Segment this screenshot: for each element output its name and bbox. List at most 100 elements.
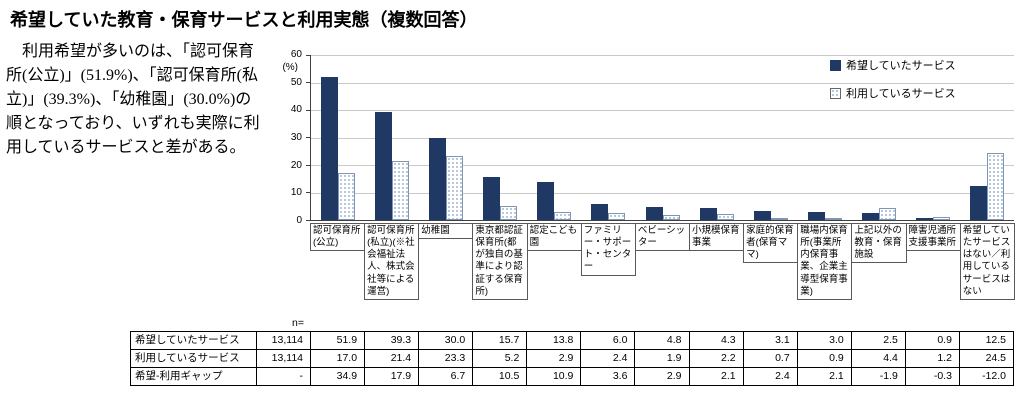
table-cell: 1.2 (905, 350, 960, 368)
gridline (311, 55, 1014, 56)
chart-title: 希望していた教育・保育サービスと利用実態（複数回答） (10, 10, 478, 30)
table-cell: 2.5 (851, 332, 906, 350)
legend-swatch-using (830, 87, 841, 99)
y-tick-label: 0 (296, 215, 302, 226)
bar-using (986, 152, 1004, 220)
table-cell: -0.3 (905, 368, 960, 386)
table-cell: -12.0 (959, 368, 1014, 386)
y-tick-mark (306, 137, 311, 138)
bar-desired (861, 213, 879, 220)
table-cell: 51.9 (311, 332, 366, 350)
table-cell: 3.6 (581, 368, 636, 386)
category-label: 上記以外の教育・保育施設 (851, 223, 907, 264)
category-labels: 認可保育所(公立) 認可保育所(私立)(※社会福祉法人、株式会社等による運営) 幼稚… (310, 223, 1015, 300)
bar-group (852, 55, 906, 220)
bar-group (527, 55, 581, 220)
table-n-value: - (257, 368, 311, 386)
table-cell: 2.9 (527, 350, 582, 368)
table-cell: 17.9 (365, 368, 420, 386)
table-cell: 4.3 (689, 332, 744, 350)
bar-using (338, 173, 356, 220)
table-cell: 3.0 (797, 332, 852, 350)
category-label: 幼稚園 (418, 223, 474, 240)
table-cell: 10.5 (473, 368, 528, 386)
bar-group (311, 55, 365, 220)
bar-group (690, 55, 744, 220)
table-cell: 0.9 (797, 350, 852, 368)
legend-label: 希望していたサービス (846, 60, 956, 72)
bar-using (554, 212, 572, 220)
category-label: ベビーシッター (634, 223, 690, 252)
bar-using (392, 161, 410, 220)
bar-using (824, 217, 842, 220)
bar-desired (483, 176, 501, 220)
legend: 希望していたサービス 利用しているサービス (830, 57, 956, 101)
summary-text: 利用希望が多いのは、「認可保育所(公立)」(51.9%)、「認可保育所(私立)」… (6, 43, 260, 156)
table-cell: 17.0 (311, 350, 366, 368)
table-row-label: 希望していたサービス (131, 332, 257, 350)
y-tick-mark (306, 192, 311, 194)
gridline (311, 137, 1014, 139)
y-tick-mark (306, 82, 311, 83)
bar-using (878, 207, 896, 220)
y-tick-label: 50 (290, 76, 302, 88)
y-axis-labels: 0 10 20 30 40 50 60 (278, 49, 306, 226)
y-axis-unit: (%) (282, 62, 298, 73)
table-cell: 0.7 (743, 350, 798, 368)
table-cell: -1.9 (851, 368, 906, 386)
category-label: 認可保育所(公立) (310, 223, 366, 252)
gridline (311, 82, 1014, 84)
bar-desired (537, 182, 555, 220)
bar-using (770, 218, 788, 220)
table-cell: 2.2 (689, 350, 744, 368)
bar-desired (807, 211, 825, 220)
table-row-label: 希望-利用ギャップ (131, 368, 257, 386)
bar-group (635, 55, 689, 220)
table-cell: 4.8 (635, 332, 690, 350)
table-cell: 10.9 (527, 368, 582, 386)
bar-group (419, 55, 473, 220)
bar-desired (591, 203, 609, 220)
category-label: 希望していたサービスはない／利用しているサービスはない (959, 223, 1015, 300)
gridline (311, 165, 1014, 167)
bar-desired (645, 206, 663, 220)
y-tick-label: 10 (290, 187, 302, 199)
bar-using (932, 216, 950, 220)
bar-desired (699, 208, 717, 220)
n-label: n= (292, 317, 304, 329)
bar-desired (915, 217, 933, 220)
table-cell: 4.4 (851, 350, 906, 368)
table-cell: 39.3 (365, 332, 420, 350)
table-cell: 2.4 (743, 368, 798, 386)
category-label: 小規模保育事業 (688, 223, 745, 252)
category-label: 家庭的保育者(保育ママ) (743, 223, 799, 264)
bar-using (446, 155, 464, 220)
table-n-value: 13,114 (257, 332, 311, 350)
bar-desired (375, 111, 393, 220)
table-cell: 34.9 (311, 368, 366, 386)
legend-swatch-desired (830, 59, 841, 71)
table-cell: 3.1 (743, 332, 798, 350)
bar-group (906, 55, 960, 220)
y-tick-label: 40 (290, 104, 302, 116)
bar-group (744, 55, 798, 220)
table-cell: 1.9 (635, 350, 690, 368)
table-cell: 5.2 (473, 350, 528, 368)
category-label: 認可保育所(私立)(※社会福祉法人、株式会社等による運営) (364, 223, 420, 300)
y-tick-label: 30 (290, 132, 302, 143)
legend-label: 利用しているサービス (846, 88, 956, 100)
table-cell: 0.9 (905, 332, 960, 350)
bar-group (798, 55, 852, 220)
table-cell: 6.0 (581, 332, 636, 350)
table-row-label: 利用しているサービス (131, 350, 257, 368)
bar-group (960, 55, 1014, 220)
table-cell: 6.7 (419, 368, 474, 386)
table-cell: 2.1 (797, 368, 852, 386)
bar-desired (969, 185, 987, 220)
table-cell: 2.1 (689, 368, 744, 386)
bar-group (581, 55, 635, 220)
table-cell: 15.7 (473, 332, 528, 350)
table-cell: 12.5 (959, 332, 1014, 350)
plot-area (306, 54, 1014, 221)
